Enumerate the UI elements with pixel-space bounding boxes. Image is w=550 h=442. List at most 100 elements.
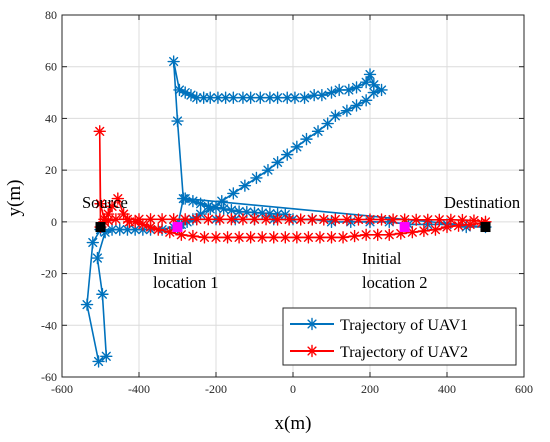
data-point	[167, 55, 180, 68]
data-point	[163, 225, 177, 239]
x-axis-label: x(m)	[275, 413, 312, 434]
data-point	[221, 231, 234, 244]
y-tick-label: 40	[45, 111, 57, 125]
legend-box	[282, 307, 517, 366]
data-point	[363, 213, 377, 226]
data-point	[186, 229, 200, 243]
annotation-initial1-line1: Initial	[153, 249, 193, 268]
annotation-initial1-line2: location 1	[153, 273, 219, 292]
legend-label-uav2: Trajectory of UAV2	[340, 344, 468, 361]
data-point	[267, 231, 280, 244]
data-point	[363, 68, 377, 81]
data-point	[167, 213, 180, 226]
data-point	[93, 125, 106, 138]
data-point	[456, 213, 469, 227]
data-point	[261, 163, 275, 177]
data-point	[325, 231, 338, 244]
data-point	[105, 200, 119, 213]
y-tick-label: -40	[41, 318, 57, 332]
data-point	[352, 213, 365, 226]
y-tick-label: -20	[41, 267, 57, 281]
data-point	[298, 91, 311, 104]
x-tick-label: -600	[51, 382, 73, 396]
x-tick-label: -200	[205, 382, 227, 396]
data-point	[433, 213, 446, 226]
y-tick-label: 20	[45, 163, 57, 177]
legend-label-uav1: Trajectory of UAV1	[340, 317, 468, 334]
data-point	[300, 132, 313, 146]
data-point	[91, 251, 104, 265]
data-point	[302, 231, 315, 244]
data-point	[279, 208, 292, 221]
data-point	[348, 229, 361, 243]
data-point	[109, 213, 123, 226]
data-point	[282, 213, 296, 226]
annotation-marker-initial2	[399, 222, 410, 233]
data-point	[105, 223, 119, 236]
data-point	[336, 231, 350, 244]
data-point	[213, 213, 227, 226]
data-point	[383, 228, 396, 241]
data-point	[452, 219, 465, 232]
data-point	[315, 88, 329, 102]
data-point	[281, 148, 294, 161]
data-point	[306, 213, 319, 226]
data-point	[236, 213, 250, 226]
data-point	[271, 156, 284, 169]
data-point	[202, 213, 215, 226]
data-point	[340, 213, 354, 226]
data-point	[271, 213, 284, 226]
data-point	[325, 86, 338, 99]
data-point	[340, 104, 354, 117]
annotation-marker-initial1	[172, 222, 183, 233]
data-point	[342, 83, 356, 97]
annotation-source: Source	[82, 193, 128, 212]
data-point	[86, 236, 100, 249]
data-point	[329, 213, 342, 226]
data-point	[198, 231, 211, 244]
legend-asterisk-uav1	[305, 317, 319, 331]
x-tick-label: 600	[515, 382, 533, 396]
data-point	[209, 231, 223, 244]
data-point	[386, 213, 400, 226]
data-point	[375, 213, 388, 226]
x-tick-label: 400	[438, 382, 456, 396]
data-point	[367, 78, 381, 92]
data-point	[350, 99, 363, 112]
data-point	[217, 202, 230, 216]
data-point	[429, 223, 442, 236]
data-point	[333, 83, 346, 97]
data-point	[209, 201, 223, 214]
data-point	[410, 213, 423, 226]
data-point	[321, 117, 334, 130]
y-tick-label: 60	[45, 60, 57, 74]
data-point	[232, 231, 246, 244]
data-point	[178, 192, 192, 205]
legend-marker-uav1	[305, 317, 319, 331]
data-point	[219, 91, 232, 104]
data-point	[111, 192, 125, 205]
data-point	[152, 223, 165, 236]
data-point	[96, 288, 109, 301]
data-point	[121, 213, 134, 226]
data-point	[259, 213, 273, 226]
data-point	[256, 231, 269, 244]
data-point	[367, 86, 381, 99]
data-point	[132, 213, 146, 226]
y-tick-label: -60	[41, 370, 57, 384]
data-point	[155, 213, 169, 226]
annotation-initial2-line1: Initial	[362, 249, 402, 268]
data-point	[359, 94, 373, 107]
data-point	[359, 228, 373, 241]
data-point	[467, 214, 481, 227]
data-point	[444, 213, 458, 226]
data-point	[144, 213, 157, 226]
x-tick-label: -400	[128, 382, 150, 396]
legend: Trajectory of UAV1 Trajectory of UAV2	[282, 307, 517, 366]
x-tick-label: 200	[361, 382, 379, 396]
data-point	[440, 220, 454, 234]
y-tick-label: 0	[51, 215, 57, 229]
annotation-initial2-line2: location 2	[362, 273, 428, 292]
data-point	[92, 355, 105, 368]
